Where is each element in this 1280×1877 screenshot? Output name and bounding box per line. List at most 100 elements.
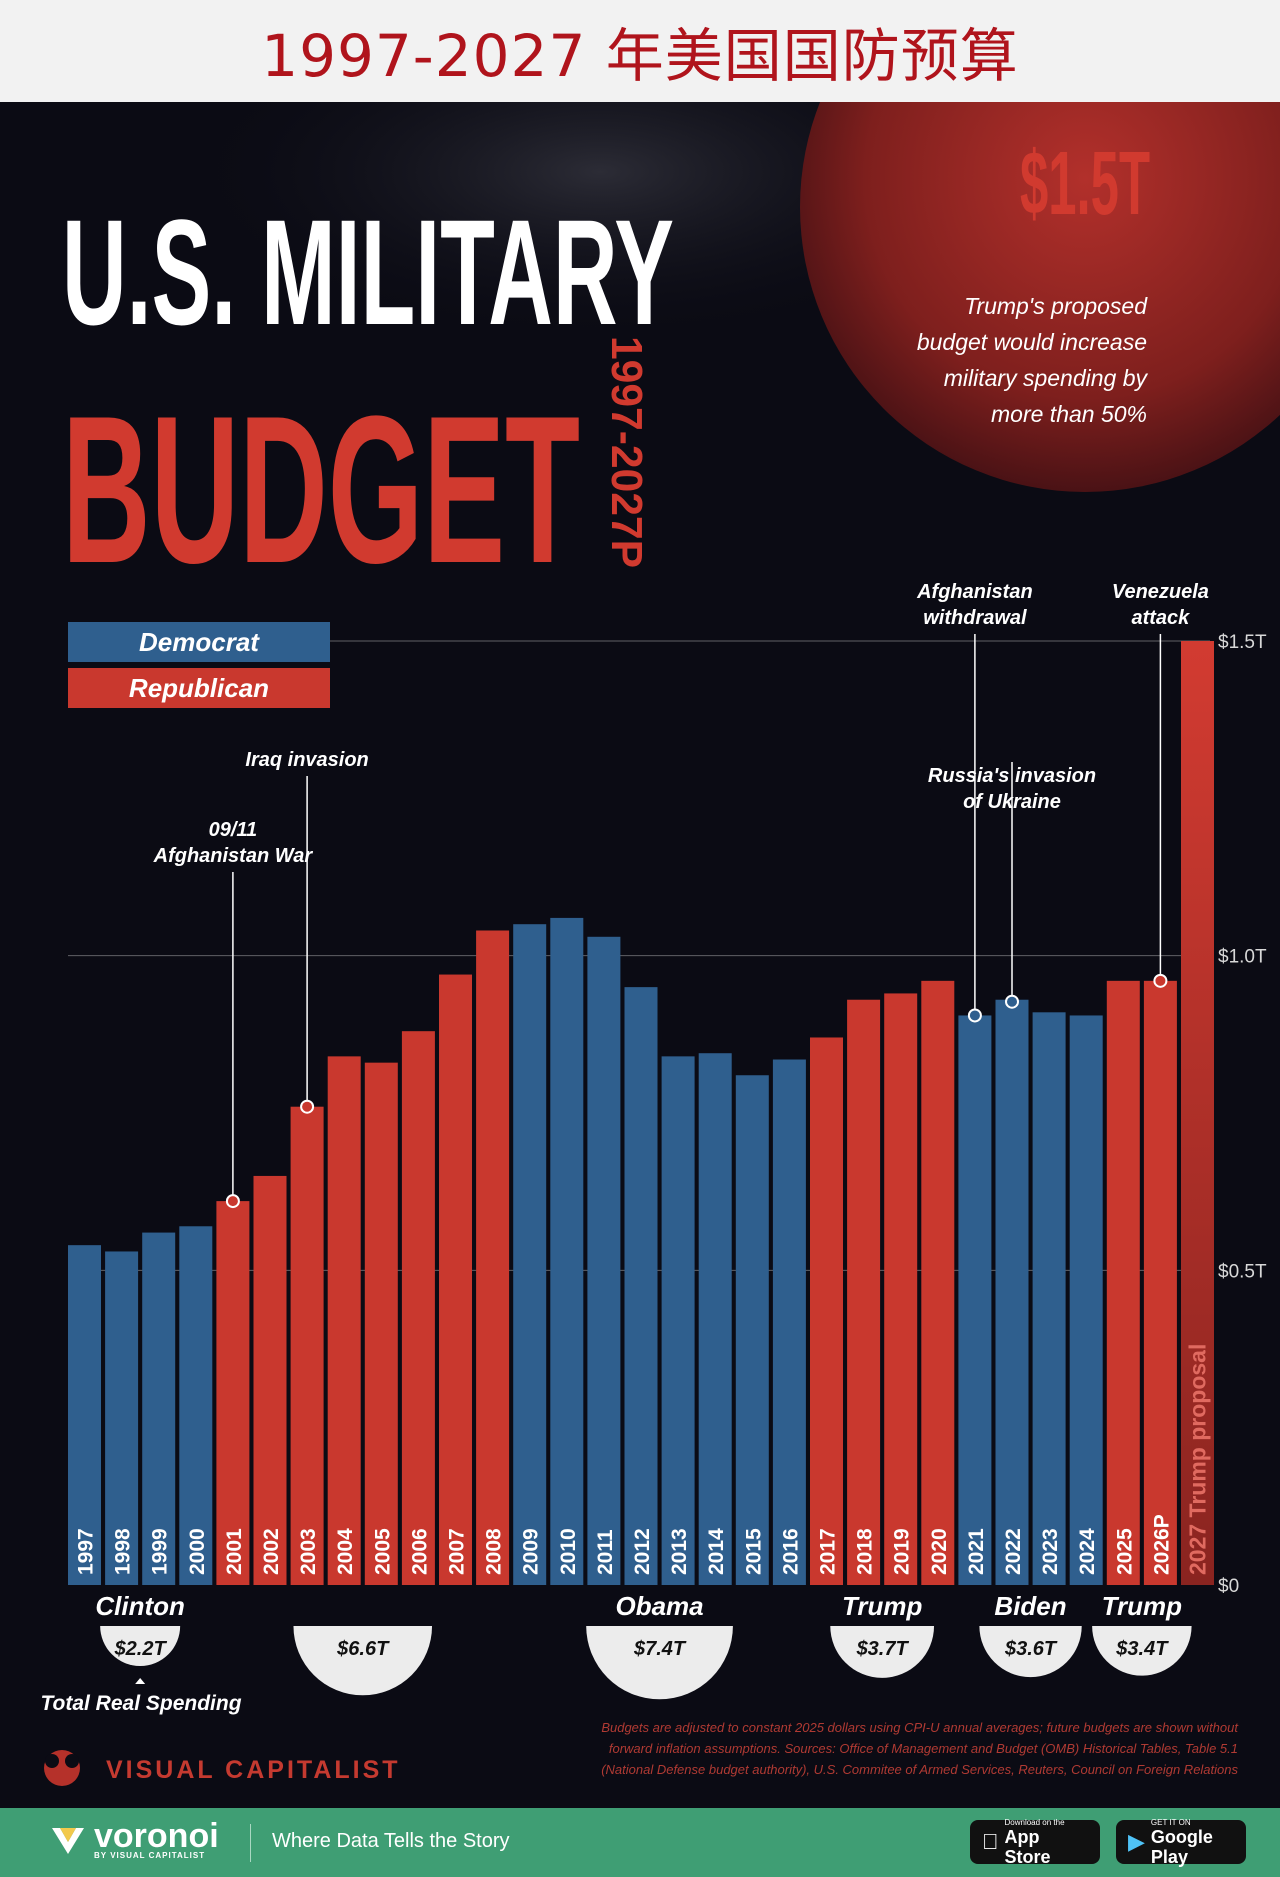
- admin-total-semicircle: [1092, 1626, 1192, 1676]
- footer-divider: [250, 1824, 251, 1862]
- bar-2012: [624, 987, 658, 1585]
- annotation-label: Venezuela: [1112, 581, 1209, 603]
- admin-total-value: $3.4T: [1115, 1638, 1169, 1660]
- bar-label: 2021: [965, 1528, 988, 1575]
- total-pointer-icon: [135, 1678, 146, 1684]
- bar-label: 2003: [297, 1528, 320, 1575]
- y-tick-label: $1.0T: [1218, 947, 1267, 968]
- bar-2022: [995, 999, 1029, 1585]
- voronoi-logo[interactable]: voronoi BY VISUAL CAPITALIST: [48, 1816, 219, 1860]
- annotation-dot: [1153, 973, 1168, 988]
- visual-capitalist-logo: VISUAL CAPITALIST: [44, 1750, 398, 1786]
- app-store-button[interactable]:  Download on the App Store: [970, 1818, 1100, 1867]
- bar-label: 2018: [854, 1528, 877, 1575]
- annotations: 09/11 Afghanistan War Iraq invasion Afghani…: [153, 581, 1209, 1209]
- admin-name: Biden: [994, 1591, 1066, 1621]
- highlight-line2: budget would increase: [917, 329, 1147, 355]
- title-line2: BUDGET: [62, 372, 580, 607]
- admin-total-value: $6.6T: [336, 1638, 390, 1660]
- bar-2021: [958, 1015, 992, 1585]
- annotation-label: Afghanistan War: [153, 845, 314, 867]
- y-tick-label: $0.5T: [1218, 1261, 1267, 1282]
- bar-2007: [439, 974, 472, 1585]
- annotation-label: attack: [1131, 607, 1190, 629]
- bar-label: 1998: [112, 1528, 135, 1575]
- bar-label: 2020: [928, 1528, 951, 1575]
- bar-2010: [550, 917, 584, 1585]
- admin-total-semicircle: [100, 1626, 181, 1666]
- google-play-button[interactable]: ▶ GET IT ON Google Play: [1116, 1817, 1246, 1867]
- admin-total-value: $3.7T: [856, 1638, 910, 1660]
- y-tick-label: $0: [1218, 1576, 1239, 1597]
- bar-label: 2024: [1076, 1528, 1099, 1575]
- bar-2005: [364, 1062, 398, 1585]
- bar-1997: [68, 1245, 101, 1585]
- admin-total-semicircle: [586, 1626, 733, 1700]
- bar-label: 2007: [446, 1528, 469, 1575]
- app-store-small: Download on the: [1005, 1818, 1089, 1827]
- annotation-dot: [1005, 994, 1019, 1009]
- source-note-line1: Budgets are adjusted to constant 2025 do…: [601, 1720, 1239, 1735]
- legend-republican-label: Republican: [129, 673, 269, 703]
- military-budget-chart: $0 $0.5T $1.0T $1.5T U.S. MILITARY BUDGET 1…: [0, 102, 1280, 1808]
- red-moon: [800, 102, 1280, 492]
- chinese-title-banner: 1997-2027 年美国国防预算: [0, 0, 1280, 102]
- source-note-line3: (National Defense budget authority), U.S…: [601, 1762, 1238, 1777]
- title-period: 1997-2027P: [602, 336, 651, 568]
- admin-name: Trump: [842, 1591, 923, 1621]
- google-play-small: GET IT ON: [1150, 1817, 1191, 1827]
- voronoi-icon: [52, 1828, 84, 1854]
- voronoi-wordmark: voronoi: [94, 1816, 219, 1855]
- source-note-line2: forward inflation assumptions. Sources: …: [609, 1741, 1238, 1756]
- bar-label: 2010: [557, 1528, 580, 1575]
- bar-2003: [290, 1106, 324, 1585]
- annotation-dot: [967, 1008, 982, 1023]
- annotation-label: 09/11: [209, 819, 258, 841]
- bar-2000: [179, 1226, 213, 1585]
- bar-label: 2016: [779, 1528, 802, 1575]
- voronoi-subtitle: BY VISUAL CAPITALIST: [94, 1850, 206, 1860]
- bar-2027-trump-proposal: [1181, 641, 1214, 1585]
- y-tick-label: $1.5T: [1218, 632, 1267, 653]
- bar-label: 2017: [817, 1528, 840, 1575]
- bar-label: 2006: [408, 1528, 431, 1575]
- highlight-line3: military spending by: [944, 365, 1149, 391]
- voronoi-footer: voronoi BY VISUAL CAPITALIST Where Data …: [0, 1808, 1280, 1877]
- google-play-big: Google Play: [1150, 1826, 1213, 1867]
- admin-total-value: $7.4T: [633, 1638, 687, 1660]
- bar-2008: [476, 930, 510, 1585]
- bar-2025: [1106, 980, 1140, 1585]
- bar-label: 2025: [1113, 1528, 1136, 1575]
- admin-total-value: $3.6T: [1004, 1638, 1058, 1660]
- annotation-dot: [225, 1194, 240, 1209]
- bar-2013: [661, 1056, 695, 1585]
- bar-2006: [401, 1031, 435, 1585]
- bar-label: 2015: [742, 1528, 765, 1575]
- bar-label: 2014: [705, 1528, 728, 1575]
- bar-label: 2001: [223, 1528, 246, 1575]
- legend-democrat-label: Democrat: [139, 627, 260, 657]
- apple-icon: : [982, 1829, 999, 1855]
- app-store-big: App Store: [988, 1827, 1075, 1867]
- legend-republican-swatch: [68, 668, 330, 708]
- bar-label: 2012: [631, 1528, 654, 1575]
- bar-2018: [847, 999, 881, 1585]
- bar-2020: [921, 980, 955, 1585]
- bar-2014: [698, 1053, 732, 1585]
- highlight-line4: more than 50%: [991, 401, 1147, 427]
- admin-name: Clinton: [95, 1591, 185, 1621]
- bar-1999: [142, 1232, 176, 1585]
- annotation-label: withdrawal: [923, 607, 1027, 629]
- total-spending-label: Total Real Spending: [40, 1692, 241, 1715]
- bar-label: 2011: [594, 1529, 617, 1575]
- highlight-value: $1.5T: [1020, 134, 1150, 234]
- chinese-title: 1997-2027 年美国国防预算: [261, 22, 1019, 90]
- bar-2011: [587, 936, 621, 1585]
- bar-label: 2000: [186, 1528, 209, 1575]
- bar-label: 2009: [520, 1528, 543, 1575]
- bar-label: 1999: [149, 1528, 172, 1575]
- legend-democrat-swatch: [68, 622, 330, 662]
- bar-2015: [735, 1075, 769, 1585]
- admin-total-semicircle: [979, 1626, 1082, 1678]
- bar-2004: [327, 1056, 361, 1585]
